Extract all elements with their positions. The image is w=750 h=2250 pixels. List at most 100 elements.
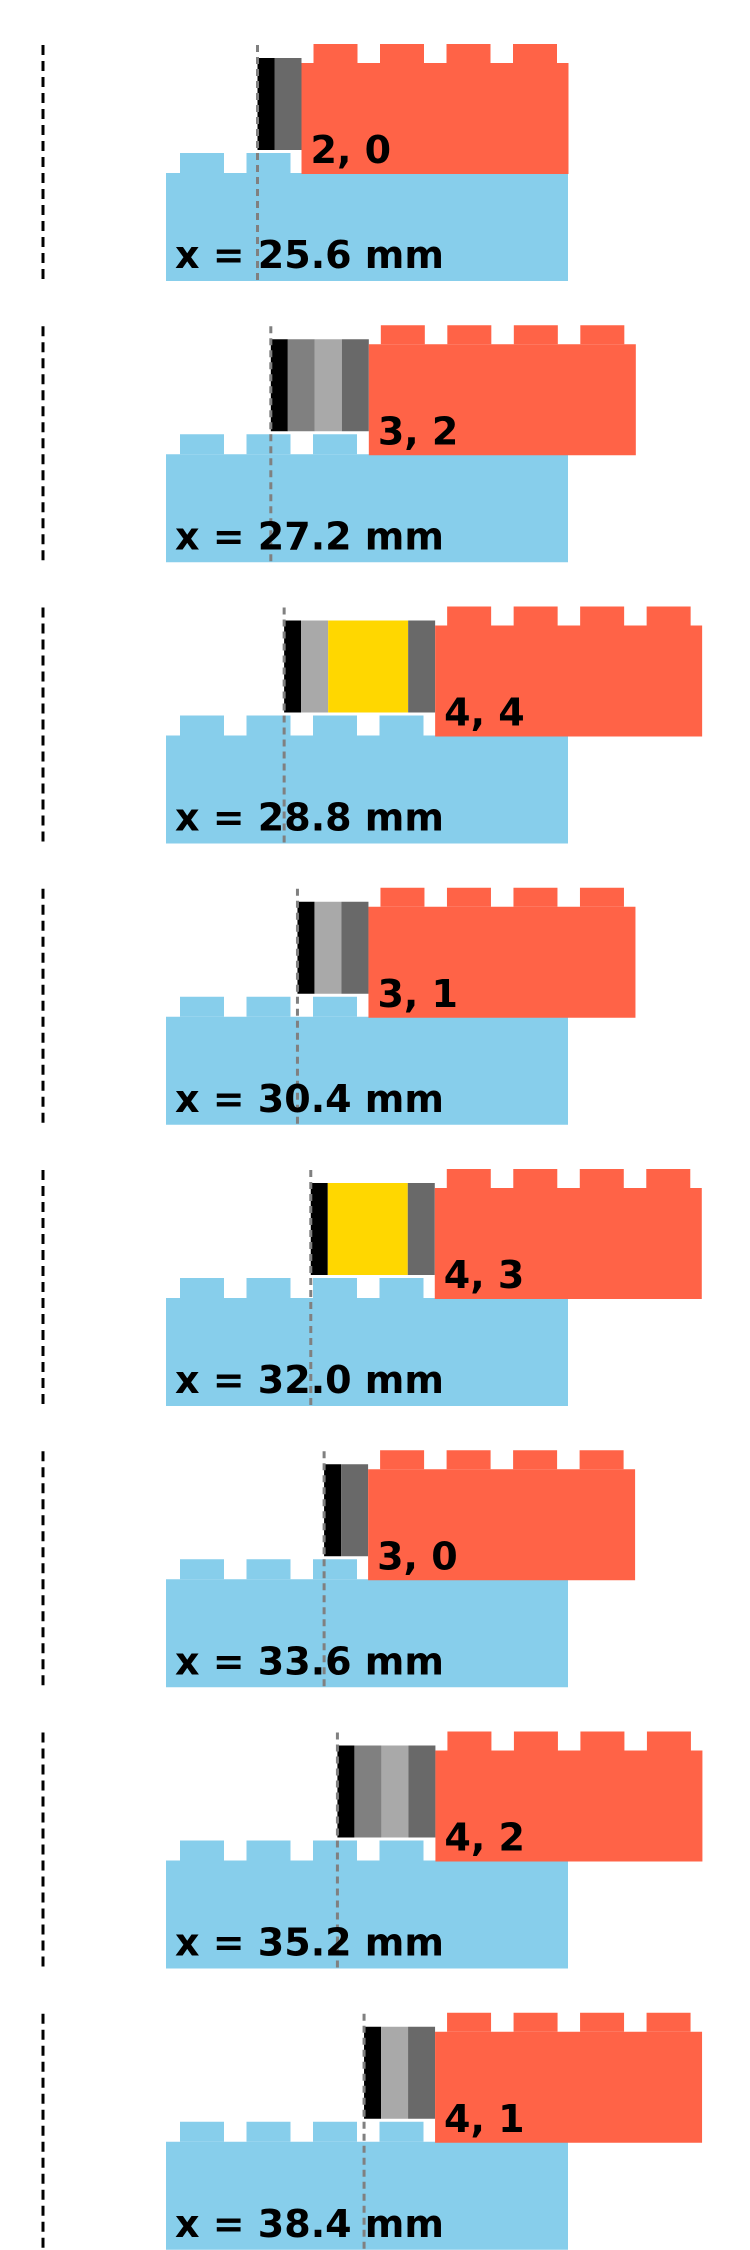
base-brick-stud bbox=[313, 2121, 357, 2142]
x-offset-label: x = 32.0 mm bbox=[175, 1358, 444, 1402]
base-brick-stud bbox=[246, 1278, 291, 1298]
top-brick-stud bbox=[380, 1450, 425, 1470]
panel-4: 3, 1 x = 30.4 mm bbox=[41, 887, 636, 1125]
x-offset-label: x = 27.2 mm bbox=[175, 514, 444, 558]
base-brick-stud bbox=[246, 715, 291, 736]
x-offset-label: x = 38.4 mm bbox=[175, 2202, 444, 2246]
base-brick-stud bbox=[313, 434, 357, 455]
base-brick-stud bbox=[313, 996, 357, 1017]
panel-7: 4, 2 x = 35.2 mm bbox=[41, 1731, 703, 1969]
base-brick-stud bbox=[313, 715, 357, 736]
top-brick bbox=[435, 625, 703, 737]
base-brick bbox=[166, 1016, 568, 1125]
base-brick bbox=[166, 173, 568, 281]
combo-label: 4, 2 bbox=[444, 1816, 525, 1860]
base-brick-stud bbox=[246, 996, 291, 1017]
top-brick-stud bbox=[513, 1450, 558, 1470]
panel-6: 3, 0 x = 33.6 mm bbox=[41, 1450, 636, 1688]
spacer-black bbox=[310, 1183, 328, 1275]
top-brick bbox=[434, 1188, 702, 1299]
base-brick-stud bbox=[246, 1559, 291, 1580]
top-brick-stud bbox=[579, 1450, 624, 1470]
top-brick-stud bbox=[380, 325, 425, 345]
spacer-dark-gray bbox=[408, 620, 436, 713]
top-brick-stud bbox=[446, 44, 491, 63]
spacer-dark-gray bbox=[341, 1464, 369, 1557]
spacer-black bbox=[270, 339, 288, 432]
base-brick-stud bbox=[180, 1278, 224, 1298]
top-brick-stud bbox=[380, 887, 425, 907]
spacer-black bbox=[364, 2026, 382, 2119]
x-offset-label: x = 30.4 mm bbox=[175, 1077, 444, 1121]
spacer-light-gray bbox=[314, 901, 342, 994]
combo-label: 4, 3 bbox=[444, 1253, 525, 1297]
spacer-dark-gray bbox=[408, 1745, 436, 1838]
top-brick-stud bbox=[447, 1731, 492, 1751]
combo-label: 3, 2 bbox=[378, 409, 459, 453]
top-brick-stud bbox=[580, 606, 625, 626]
base-brick-stud bbox=[180, 996, 224, 1017]
combo-label: 3, 1 bbox=[377, 972, 458, 1016]
top-brick-stud bbox=[513, 2012, 558, 2032]
combo-label: 4, 4 bbox=[444, 691, 525, 735]
top-brick-stud bbox=[513, 606, 558, 626]
top-brick-stud bbox=[646, 1731, 691, 1751]
base-brick bbox=[166, 2141, 568, 2250]
spacer-black bbox=[337, 1745, 355, 1838]
base-brick bbox=[166, 735, 568, 844]
base-brick-stud bbox=[246, 153, 291, 173]
spacer-light-gray bbox=[301, 620, 329, 713]
base-brick-stud bbox=[180, 715, 224, 736]
spacer-black bbox=[284, 620, 302, 713]
spacer-gray bbox=[287, 339, 315, 432]
top-brick-stud bbox=[313, 44, 358, 63]
x-offset-label: x = 28.8 mm bbox=[175, 796, 444, 840]
base-brick bbox=[166, 454, 568, 563]
base-brick-stud bbox=[379, 2121, 424, 2142]
top-brick bbox=[435, 1750, 703, 1862]
spacer-light-gray bbox=[381, 1745, 409, 1838]
base-brick-stud bbox=[180, 1840, 224, 1861]
spacer-black bbox=[297, 901, 315, 994]
combo-label: 4, 1 bbox=[444, 2097, 525, 2141]
combo-label: 3, 0 bbox=[377, 1534, 458, 1578]
combo-label: 2, 0 bbox=[311, 128, 392, 172]
base-brick bbox=[166, 1298, 568, 1406]
top-brick-stud bbox=[580, 1731, 625, 1751]
top-brick-stud bbox=[513, 44, 557, 63]
top-brick-stud bbox=[513, 887, 558, 907]
top-brick-stud bbox=[579, 887, 624, 907]
top-brick-stud bbox=[646, 606, 691, 626]
top-brick-stud bbox=[447, 2012, 492, 2032]
top-brick-stud bbox=[646, 2012, 691, 2032]
top-brick-stud bbox=[646, 1169, 691, 1188]
top-brick bbox=[301, 63, 569, 174]
top-brick bbox=[368, 906, 636, 1018]
base-brick-stud bbox=[379, 1278, 424, 1298]
base-brick-stud bbox=[246, 2121, 291, 2142]
top-brick-stud bbox=[380, 44, 424, 63]
top-brick-stud bbox=[446, 1450, 491, 1470]
top-brick-stud bbox=[513, 1731, 558, 1751]
x-offset-label: x = 35.2 mm bbox=[175, 1921, 444, 1965]
base-brick-stud bbox=[180, 434, 224, 455]
top-brick bbox=[435, 2031, 703, 2143]
spacer-dark-gray bbox=[408, 2026, 436, 2119]
top-brick-stud bbox=[580, 325, 625, 345]
top-brick-stud bbox=[446, 887, 491, 907]
spacer-dark-gray bbox=[341, 901, 369, 994]
base-brick bbox=[166, 1860, 568, 1969]
spacer-yellow bbox=[328, 620, 409, 713]
top-brick-stud bbox=[580, 2012, 625, 2032]
base-brick bbox=[166, 1579, 568, 1688]
spacer-black bbox=[324, 1464, 342, 1557]
spacer-dark-gray bbox=[341, 339, 369, 432]
top-brick-stud bbox=[513, 1169, 558, 1188]
base-brick-stud bbox=[313, 1840, 357, 1861]
panel-2: 3, 2 x = 27.2 mm bbox=[41, 325, 636, 563]
panel-3: 4, 4 x = 28.8 mm bbox=[41, 606, 703, 844]
base-brick-stud bbox=[379, 1840, 424, 1861]
base-brick-stud bbox=[313, 1559, 357, 1580]
x-offset-label: x = 25.6 mm bbox=[175, 233, 444, 277]
